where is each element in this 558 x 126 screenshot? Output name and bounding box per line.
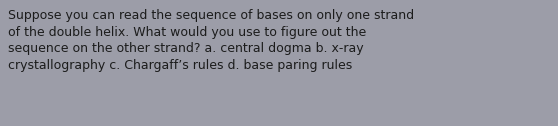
Text: Suppose you can read the sequence of bases on only one strand
of the double heli: Suppose you can read the sequence of bas… <box>8 9 415 72</box>
